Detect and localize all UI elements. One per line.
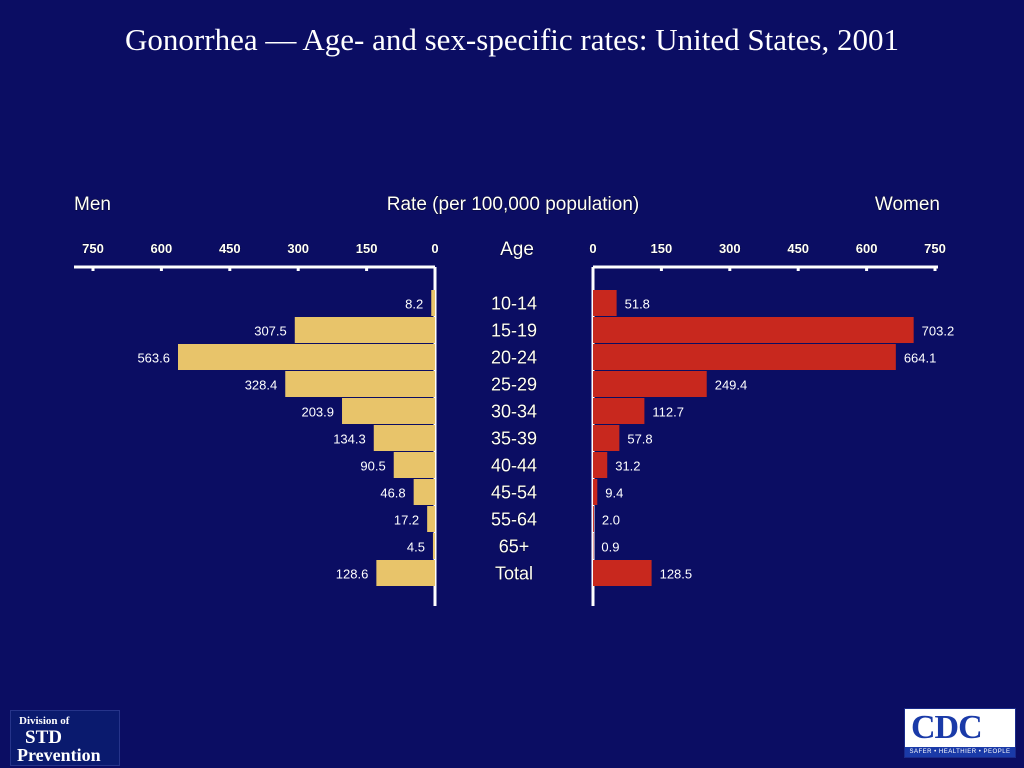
men-bar <box>427 506 435 532</box>
women-value-label: 128.5 <box>660 567 693 582</box>
men-value-label: 203.9 <box>301 405 334 420</box>
men-bar <box>413 479 435 505</box>
men-bar <box>177 344 435 370</box>
men-tick-label: 450 <box>219 241 241 256</box>
age-category-label: 15-19 <box>491 321 537 341</box>
logo-left-line1: Division of <box>19 715 70 727</box>
age-category-label: 30-34 <box>491 402 537 422</box>
men-bar <box>294 317 435 343</box>
cdc-logo-tagline: SAFER • HEALTHIER • PEOPLE <box>905 747 1015 757</box>
age-category-label: 40-44 <box>491 456 537 476</box>
men-bar <box>432 533 435 559</box>
men-tick-label: 0 <box>431 241 438 256</box>
age-category-label: 65+ <box>499 537 530 557</box>
women-tick-label: 150 <box>651 241 673 256</box>
logo-left-line3: Prevention <box>17 745 101 765</box>
men-bar <box>285 371 435 397</box>
axis-title: Rate (per 100,000 population) <box>387 194 639 215</box>
age-category-label: 45-54 <box>491 483 537 503</box>
women-bar <box>593 452 608 478</box>
women-value-label: 57.8 <box>627 432 652 447</box>
age-category-label: 25-29 <box>491 375 537 395</box>
women-tick-label: 450 <box>787 241 809 256</box>
men-value-label: 4.5 <box>407 540 425 555</box>
women-bar <box>593 317 914 343</box>
men-tick-label: 150 <box>356 241 378 256</box>
women-bar <box>593 344 896 370</box>
age-header: Age <box>500 239 534 260</box>
bars-group <box>177 290 914 586</box>
women-bar <box>593 560 652 586</box>
women-tick-label: 750 <box>924 241 946 256</box>
men-value-label: 134.3 <box>333 432 366 447</box>
women-value-label: 0.9 <box>601 540 619 555</box>
women-value-label: 664.1 <box>904 351 937 366</box>
women-bar <box>593 506 594 532</box>
men-bar <box>431 290 435 316</box>
men-value-label: 307.5 <box>254 324 287 339</box>
men-bar <box>376 560 435 586</box>
men-value-label: 90.5 <box>360 459 385 474</box>
women-value-label: 112.7 <box>652 405 684 420</box>
women-bar <box>593 371 707 397</box>
women-bar <box>593 398 645 424</box>
women-tick-label: 600 <box>856 241 878 256</box>
women-value-label: 703.2 <box>922 324 955 339</box>
women-value-label: 9.4 <box>605 486 623 501</box>
cdc-logo-text: CDC <box>911 709 983 746</box>
men-value-label: 8.2 <box>405 297 423 312</box>
chart-title: Gonorrhea — Age- and sex-specific rates:… <box>125 22 899 57</box>
men-tick-label: 600 <box>151 241 173 256</box>
cdc-logo: CDC SAFER • HEALTHIER • PEOPLE <box>904 708 1016 758</box>
men-tick-label: 300 <box>287 241 309 256</box>
women-bar <box>593 425 620 451</box>
logo-left-line2: STD <box>25 727 62 748</box>
labels-group: 8.2 51.8 10-14 307.5 703.2 15-19 563.6 664.1 20-… <box>137 293 955 584</box>
men-value-label: 46.8 <box>380 486 405 501</box>
women-value-label: 51.8 <box>625 297 650 312</box>
men-value-label: 128.6 <box>336 567 369 582</box>
women-tick-label: 0 <box>589 241 596 256</box>
women-bar <box>593 479 598 505</box>
women-tick-label: 300 <box>719 241 741 256</box>
men-tick-label: 750 <box>82 241 104 256</box>
women-bar <box>593 290 617 316</box>
men-bar <box>373 425 435 451</box>
men-bar <box>393 452 435 478</box>
age-category-label: 55-64 <box>491 510 537 530</box>
age-category-label: 20-24 <box>491 348 537 368</box>
men-value-label: 17.2 <box>394 513 419 528</box>
std-prevention-logo: Division of STD Prevention <box>10 710 120 766</box>
women-label: Women <box>875 194 940 215</box>
age-category-label: 10-14 <box>491 294 537 314</box>
men-label: Men <box>74 194 111 215</box>
men-value-label: 563.6 <box>137 351 170 366</box>
women-value-label: 31.2 <box>615 459 640 474</box>
men-value-label: 328.4 <box>245 378 278 393</box>
age-category-label: 35-39 <box>491 429 537 449</box>
men-bar <box>342 398 435 424</box>
age-category-label: Total <box>495 564 533 584</box>
women-value-label: 2.0 <box>602 513 620 528</box>
women-value-label: 249.4 <box>715 378 748 393</box>
